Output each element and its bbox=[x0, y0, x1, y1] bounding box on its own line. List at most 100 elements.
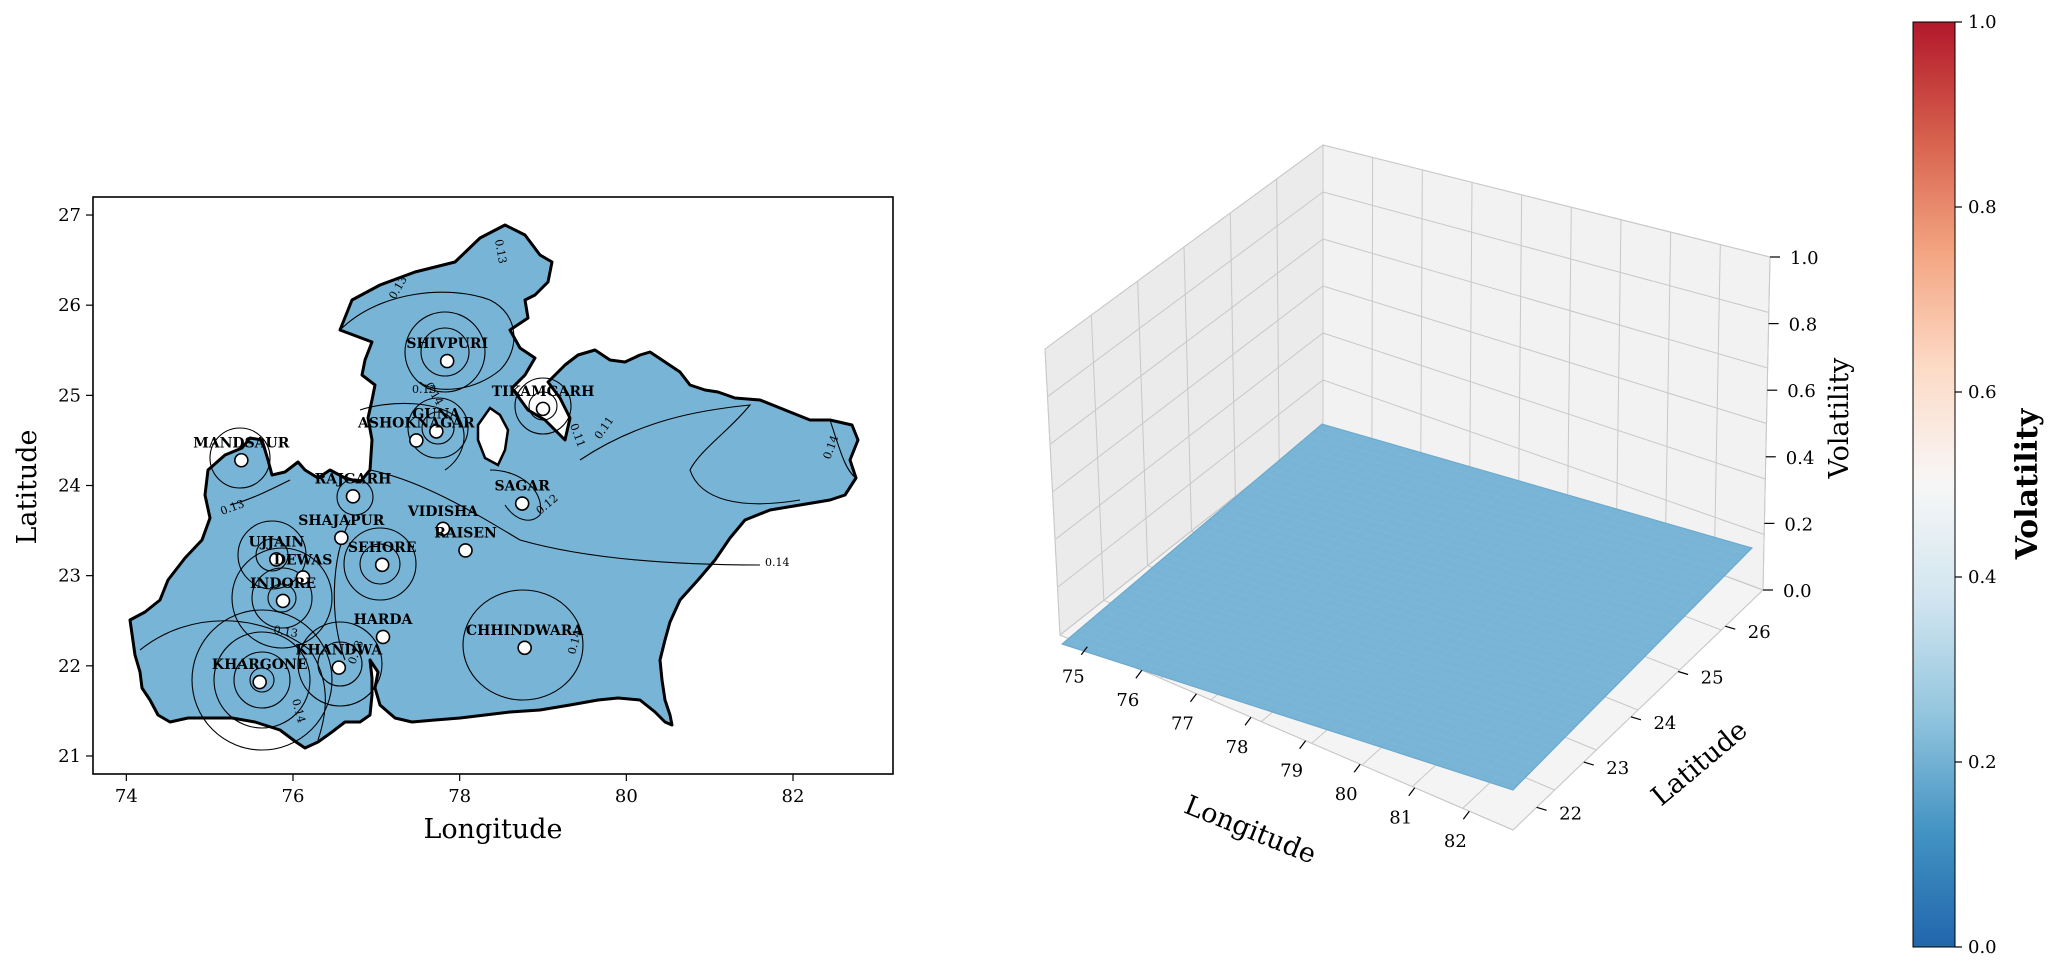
surface-y-tick-label: 25 bbox=[1701, 668, 1724, 689]
map-y-axis-label: Latitude bbox=[12, 429, 43, 544]
contour-label: 0.13 bbox=[492, 238, 509, 264]
left-grid-line bbox=[1049, 238, 1324, 445]
colorbar-gradient bbox=[1912, 21, 1956, 948]
surface-x-tick-label: 81 bbox=[1389, 808, 1412, 829]
colorbar-tick-label: 0.2 bbox=[1968, 752, 1997, 773]
back-grid-line bbox=[1322, 379, 1765, 535]
back-grid-line bbox=[1322, 144, 1771, 258]
surface-y-tick bbox=[1583, 761, 1594, 766]
station-marker bbox=[458, 543, 473, 558]
left-grid-line bbox=[1047, 191, 1324, 398]
left-grid-line bbox=[1054, 332, 1324, 541]
station-marker bbox=[275, 593, 291, 609]
station-label: TIKAMGARH bbox=[492, 384, 595, 400]
station-label: VIDISHA bbox=[407, 504, 479, 520]
surface-x-axis-label: Longitude bbox=[1180, 790, 1320, 871]
station-marker bbox=[375, 629, 391, 645]
surface-mesh-line bbox=[1263, 473, 1699, 603]
surface-mesh-line bbox=[1256, 478, 1693, 609]
station-label: HARDA bbox=[354, 612, 414, 628]
surface-x-tick bbox=[1353, 763, 1361, 773]
station-marker bbox=[514, 496, 530, 511]
station-marker bbox=[234, 452, 249, 468]
surface-mesh-line bbox=[1191, 533, 1633, 670]
surface-mesh-line bbox=[1302, 440, 1735, 567]
station-label: SHIVPURI bbox=[406, 336, 488, 352]
surface-mesh-line bbox=[1332, 498, 1581, 732]
station-marker bbox=[252, 674, 267, 690]
surface-mesh-line bbox=[1224, 506, 1663, 639]
surface-x-tick bbox=[1408, 787, 1416, 797]
colorbar-tick-label: 0.0 bbox=[1968, 937, 1997, 958]
station-label: KHANDWA bbox=[295, 643, 383, 659]
station-marker bbox=[334, 530, 349, 546]
surface-mesh-line bbox=[1315, 429, 1747, 555]
surface-y-tick-label: 24 bbox=[1653, 713, 1676, 734]
surface-mesh bbox=[1061, 423, 1753, 791]
surface-x-tick-label: 76 bbox=[1116, 690, 1139, 711]
surface-x-tick-label: 78 bbox=[1226, 737, 1249, 758]
surface-mesh-line bbox=[1237, 495, 1675, 627]
contour-map-panel: 0.13 0.13 0.13 0.11 0.11 0.12 0.14 0.14 … bbox=[12, 196, 894, 845]
surface-z-tick-label: 1.0 bbox=[1790, 248, 1819, 269]
surface-mesh-line bbox=[1217, 511, 1657, 646]
surface-mesh-line bbox=[1198, 528, 1639, 664]
station-label: KHARGONE bbox=[212, 657, 308, 673]
surface-mesh-line bbox=[1490, 541, 1731, 783]
colorbar-tick-label: 1.0 bbox=[1968, 12, 1997, 33]
surface-mesh-line bbox=[1282, 456, 1717, 585]
station-marker bbox=[345, 489, 361, 504]
station-marker bbox=[374, 557, 390, 573]
station-marker bbox=[429, 424, 444, 439]
surface-mesh-line bbox=[1289, 451, 1723, 579]
map-x-tick-label: 78 bbox=[448, 786, 471, 807]
surface-3d-panel: 75 76 77 78 79 80 81 82 22 23 24 25 26 0.0 0.2 0.4 0.6 0.… bbox=[1044, 144, 1855, 871]
surface-mesh-line bbox=[1388, 513, 1634, 751]
colorbar: 0.0 0.2 0.4 0.6 0.8 1.0 Volatility bbox=[1912, 12, 2045, 958]
station-label: RAISEN bbox=[434, 525, 497, 541]
surface-x-tick-label: 79 bbox=[1280, 761, 1303, 782]
map-x-tick-label: 82 bbox=[782, 786, 805, 807]
surface-y-tick bbox=[1725, 625, 1736, 630]
surface-mesh-line bbox=[1204, 522, 1645, 658]
station-marker bbox=[517, 640, 532, 656]
surface-mesh-line bbox=[1467, 535, 1710, 776]
surface-mesh-line bbox=[1343, 501, 1591, 736]
surface-mesh-line bbox=[1276, 462, 1711, 591]
surface-y-tick bbox=[1536, 806, 1547, 811]
map-y-tick-label: 25 bbox=[58, 385, 81, 406]
back-grid-line bbox=[1322, 238, 1768, 369]
surface-mesh-line bbox=[1321, 495, 1570, 729]
map-x-tick-label: 76 bbox=[282, 786, 305, 807]
surface-z-tick-label: 0.4 bbox=[1786, 448, 1815, 469]
station-marker bbox=[295, 570, 311, 585]
surface-mesh-line bbox=[1354, 504, 1602, 740]
colorbar-ticks: 0.0 0.2 0.4 0.6 0.8 1.0 bbox=[1955, 12, 1997, 958]
station-marker bbox=[535, 401, 551, 417]
station-label: ASHOKNAGAR bbox=[357, 415, 475, 431]
surface-x-tick bbox=[1299, 740, 1307, 750]
state-boundary bbox=[128, 223, 860, 750]
map-x-ticks: 74 76 78 80 82 bbox=[115, 774, 805, 807]
surface-mesh-line bbox=[1211, 517, 1651, 652]
surface-y-tick bbox=[1677, 670, 1689, 676]
surface-x-tick bbox=[1189, 693, 1197, 703]
colorbar-tick-label: 0.8 bbox=[1968, 197, 1997, 218]
surface-z-tick-label: 0.8 bbox=[1789, 315, 1818, 336]
map-y-ticks: 21 22 23 24 25 26 27 bbox=[58, 205, 93, 767]
surface-mesh-line bbox=[1456, 532, 1699, 772]
contour-label: 0.14 bbox=[765, 556, 790, 569]
surface-mesh-line bbox=[1366, 507, 1613, 743]
left-grid-line bbox=[1044, 144, 1324, 350]
surface-y-tick-label: 26 bbox=[1748, 622, 1771, 643]
map-y-tick-label: 21 bbox=[58, 746, 81, 767]
colorbar-tick-label: 0.4 bbox=[1968, 567, 1997, 588]
surface-x-tick bbox=[1462, 810, 1470, 820]
station-label: CHHINDWARA bbox=[466, 623, 584, 639]
back-grid-line bbox=[1322, 191, 1769, 313]
station-marker bbox=[439, 353, 455, 369]
surface-z-tick-label: 0.0 bbox=[1783, 581, 1812, 602]
contour-label: 0.13 bbox=[272, 623, 298, 640]
